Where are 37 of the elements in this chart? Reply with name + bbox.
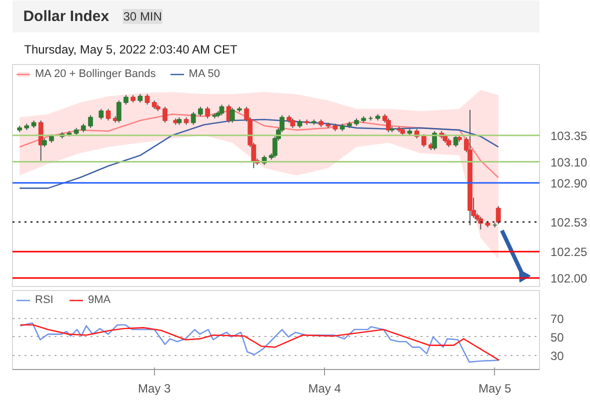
candlestick bbox=[230, 107, 235, 124]
candlestick bbox=[116, 100, 122, 124]
y-tick-label: 103.35 bbox=[550, 128, 588, 143]
candlestick bbox=[219, 104, 224, 116]
y-tick-label: 102.00 bbox=[550, 272, 588, 286]
x-tick-label: May 5 bbox=[478, 382, 512, 396]
y-tick-label: 50 bbox=[550, 330, 564, 344]
candlestick bbox=[144, 94, 150, 106]
candlestick bbox=[88, 114, 93, 128]
y-tick-label: 103.10 bbox=[550, 155, 588, 170]
candlestick bbox=[190, 112, 196, 126]
y-tick-label: 102.53 bbox=[550, 216, 588, 230]
legend-label: MA 20 + Bollinger Bands bbox=[35, 68, 156, 80]
candlestick bbox=[496, 206, 501, 225]
text: 30 MIN bbox=[123, 10, 162, 24]
y-tick-label: 102.25 bbox=[550, 245, 588, 260]
chart-subtitle: Thursday, May 5, 2022 2:03:40 AM CET bbox=[24, 42, 238, 56]
legend-label: 9MA bbox=[88, 294, 111, 306]
candlestick bbox=[106, 108, 111, 122]
x-tick-label: May 3 bbox=[138, 382, 172, 396]
candlestick bbox=[162, 106, 168, 124]
candlestick bbox=[453, 134, 458, 148]
candlestick bbox=[290, 118, 296, 128]
y-tick-label: 102.90 bbox=[550, 176, 588, 190]
y-tick-label: 30 bbox=[550, 349, 564, 364]
legend-label: RSI bbox=[35, 294, 54, 306]
candlestick bbox=[432, 130, 437, 151]
candlestick bbox=[386, 118, 391, 133]
candlestick bbox=[205, 106, 210, 119]
candlestick bbox=[198, 106, 203, 117]
chart-title: Dollar Index bbox=[23, 8, 110, 25]
y-tick-label: 70 bbox=[550, 312, 564, 326]
candlestick bbox=[38, 120, 44, 162]
legend-label: MA 50 bbox=[188, 68, 220, 80]
candlestick bbox=[98, 108, 104, 120]
x-tick-label: May 4 bbox=[308, 382, 342, 396]
candlestick bbox=[124, 94, 128, 106]
